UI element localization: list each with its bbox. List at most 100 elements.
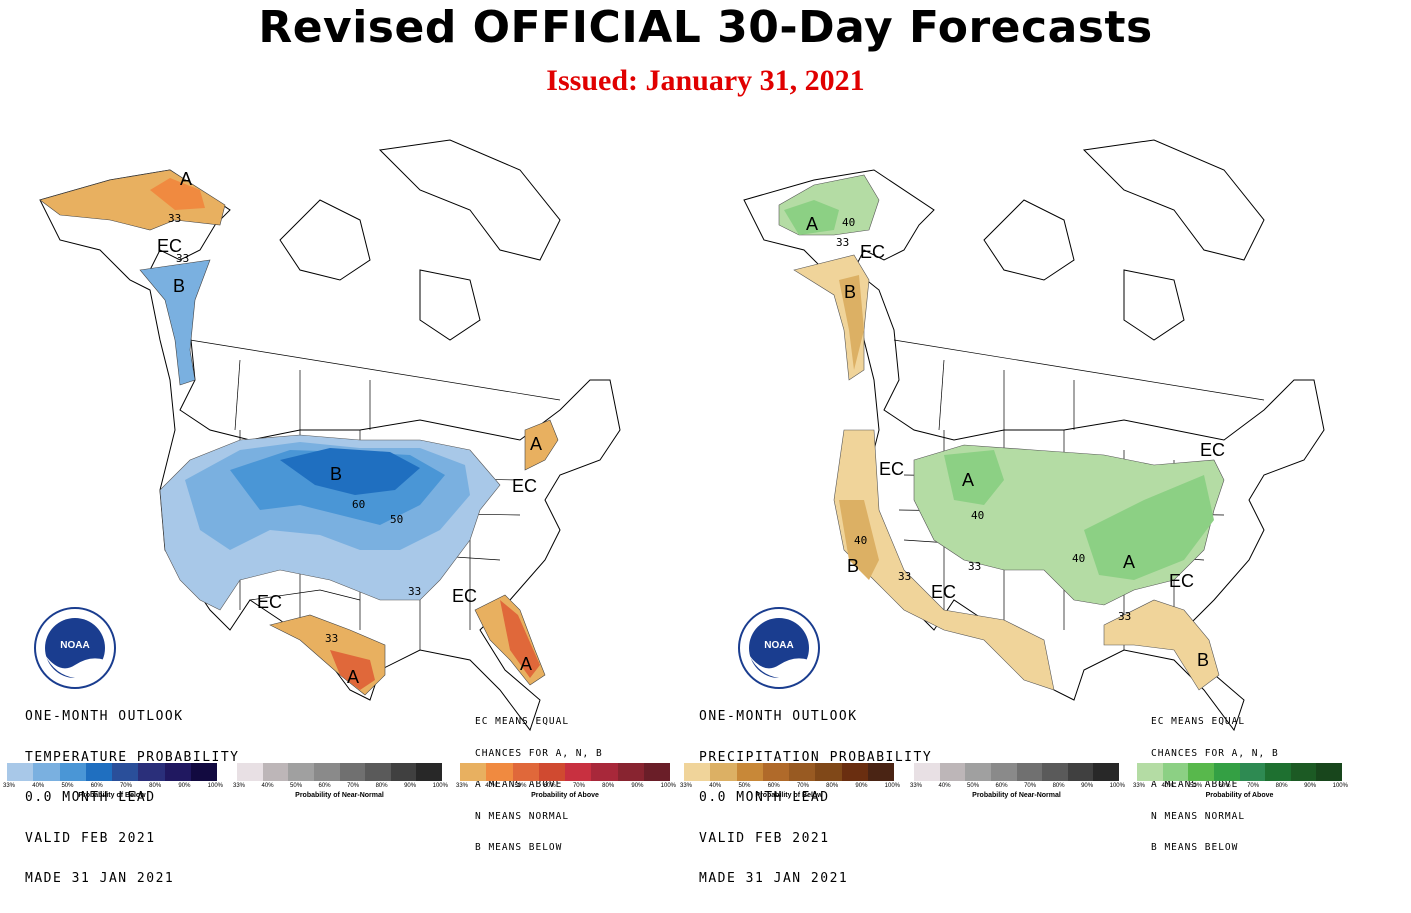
colorbar-tick-label: 80% [1275, 783, 1288, 789]
issued-date: Issued: January 31, 2021 [546, 64, 865, 97]
precipitation-map-graphic: NOAA [738, 139, 1325, 732]
colorbar-swatch [365, 763, 391, 781]
temp-below-colorbar [7, 763, 217, 781]
colorbar-tick-label: 33% [233, 783, 246, 789]
colorbar-tick-label: 40% [485, 783, 498, 789]
colorbar-tick-label: 50% [967, 783, 980, 789]
colorbar-swatch [486, 763, 513, 781]
colorbar-tick-label: 60% [543, 783, 556, 789]
california-below-40-region [839, 500, 879, 580]
alaska-above-40-region [784, 200, 839, 235]
noaa-logo: NOAA [738, 607, 820, 689]
colorbar-swatch [164, 763, 191, 781]
alaska-below-region [139, 259, 211, 386]
colorbar-swatch [684, 763, 711, 781]
colorbar-tick-label: 50% [514, 783, 527, 789]
noaa-logo: NOAA [34, 607, 116, 689]
colorbar-swatch [965, 763, 991, 781]
temp-normal-colorbar [237, 763, 442, 781]
legend-note-line: A MEANS ABOVE [475, 779, 563, 790]
precip-below-colorbar-title: Probability of Below [755, 792, 823, 799]
colorbar-swatch [617, 763, 644, 781]
colorbar-tick-label: 90% [855, 783, 868, 789]
florida-above-strong-region [500, 600, 540, 678]
colorbar-tick-label: 33% [910, 783, 923, 789]
colorbar-swatch [538, 763, 565, 781]
colorbar-tick-label: 100% [884, 783, 900, 789]
colorbar-swatch [1290, 763, 1317, 781]
noaa-logo-text: NOAA [764, 640, 793, 651]
colorbar-swatch [1093, 763, 1119, 781]
colorbar-tick-label: 40% [261, 783, 274, 789]
colorbar-tick-label: 90% [178, 783, 191, 789]
colorbar-tick-label: 50% [738, 783, 751, 789]
colorbar-swatch [1213, 763, 1240, 781]
legend-note-line: EC MEANS EQUAL [475, 716, 570, 727]
southeast-below-region [1103, 599, 1220, 691]
colorbar-tick-label: 70% [1247, 783, 1260, 789]
colorbar-swatch [339, 763, 366, 781]
temp-above-ticks: 33% 40% 50% 60% 70% 80% 90% 100% [456, 783, 676, 789]
colorbar-swatch [1265, 763, 1291, 781]
temp-normal-colorbar-title: Probability of Near-Normal [295, 792, 384, 799]
colorbar-tick-label: 100% [1109, 783, 1125, 789]
colorbar-tick-label: 60% [767, 783, 780, 789]
colorbar-swatch [867, 763, 894, 781]
colorbar-swatch [416, 763, 442, 781]
colorbar-tick-label: 40% [938, 783, 951, 789]
colorbar-swatch [1067, 763, 1094, 781]
colorbar-swatch [313, 763, 340, 781]
colorbar-tick-label: 90% [1304, 783, 1317, 789]
temperature-map-graphic: NOAA [34, 139, 621, 732]
colorbar-tick-label: 100% [1332, 783, 1348, 789]
temperature-info-line: VALID FEB 2021 [25, 830, 156, 846]
noaa-logo-text: NOAA [60, 640, 89, 651]
colorbar-tick-label: 90% [631, 783, 644, 789]
precipitation-outlook-map: NOAA A EC B EC A B EC A EC EC B 40 33 40… [680, 130, 1409, 885]
north-above-40-region [944, 450, 1004, 505]
colorbar-swatch [565, 763, 592, 781]
colorbar-swatch [59, 763, 86, 781]
colorbar-swatch [112, 763, 139, 781]
temperature-outlook-map: NOAA A EC B B EC EC EC A A A 33 33 60 50… [0, 130, 705, 885]
colorbar-tick-label: 90% [404, 783, 417, 789]
colorbar-tick-label: 50% [1190, 783, 1203, 789]
alaska-above-strong-region [150, 178, 205, 210]
colorbar-tick-label: 50% [290, 783, 303, 789]
temp-above-colorbar-title: Probability of Above [531, 792, 599, 799]
colorbar-tick-label: 33% [680, 783, 693, 789]
legend-note-line: CHANCES FOR A, N, B [475, 747, 603, 759]
colorbar-swatch [815, 763, 842, 781]
colorbar-tick-label: 60% [318, 783, 331, 789]
precip-above-colorbar [1137, 763, 1342, 781]
colorbar-tick-label: 80% [602, 783, 615, 789]
temperature-info-line: 0.0 MONTH LEAD [25, 790, 156, 805]
precipitation-info-line: PRECIPITATION PROBABILITY [699, 749, 933, 765]
temperature-info-line: MADE 31 JAN 2021 [25, 871, 175, 886]
precip-normal-colorbar-title: Probability of Near-Normal [972, 792, 1061, 799]
colorbar-swatch [390, 763, 417, 781]
colorbar-swatch [7, 763, 34, 781]
colorbar-tick-label: 33% [3, 783, 16, 789]
temp-below-colorbar-title: Probability of Below [78, 792, 146, 799]
conus-below-60-region [280, 448, 420, 495]
colorbar-swatch [33, 763, 60, 781]
page-title: Revised OFFICIAL 30-Day Forecasts [258, 2, 1153, 53]
legend-note-line: A MEANS ABOVE [1151, 779, 1239, 790]
colorbar-swatch [736, 763, 763, 781]
colorbar-tick-label: 70% [572, 783, 585, 789]
colorbar-swatch [841, 763, 868, 781]
colorbar-tick-label: 33% [1133, 783, 1146, 789]
colorbar-tick-label: 70% [347, 783, 360, 789]
colorbar-swatch [512, 763, 539, 781]
temp-below-ticks: 33% 40% 50% 60% 70% 80% 90% 100% [3, 783, 223, 789]
colorbar-swatch [85, 763, 112, 781]
colorbar-swatch [1239, 763, 1266, 781]
temperature-info-line: TEMPERATURE PROBABILITY [25, 749, 240, 765]
precip-normal-ticks: 33% 40% 50% 60% 70% 80% 90% 100% [910, 783, 1125, 789]
colorbar-tick-label: 80% [1052, 783, 1065, 789]
texas-above-strong-region [330, 650, 375, 690]
precipitation-info-line: MADE 31 JAN 2021 [699, 871, 849, 886]
colorbar-swatch [262, 763, 289, 781]
colorbar-swatch [190, 763, 217, 781]
